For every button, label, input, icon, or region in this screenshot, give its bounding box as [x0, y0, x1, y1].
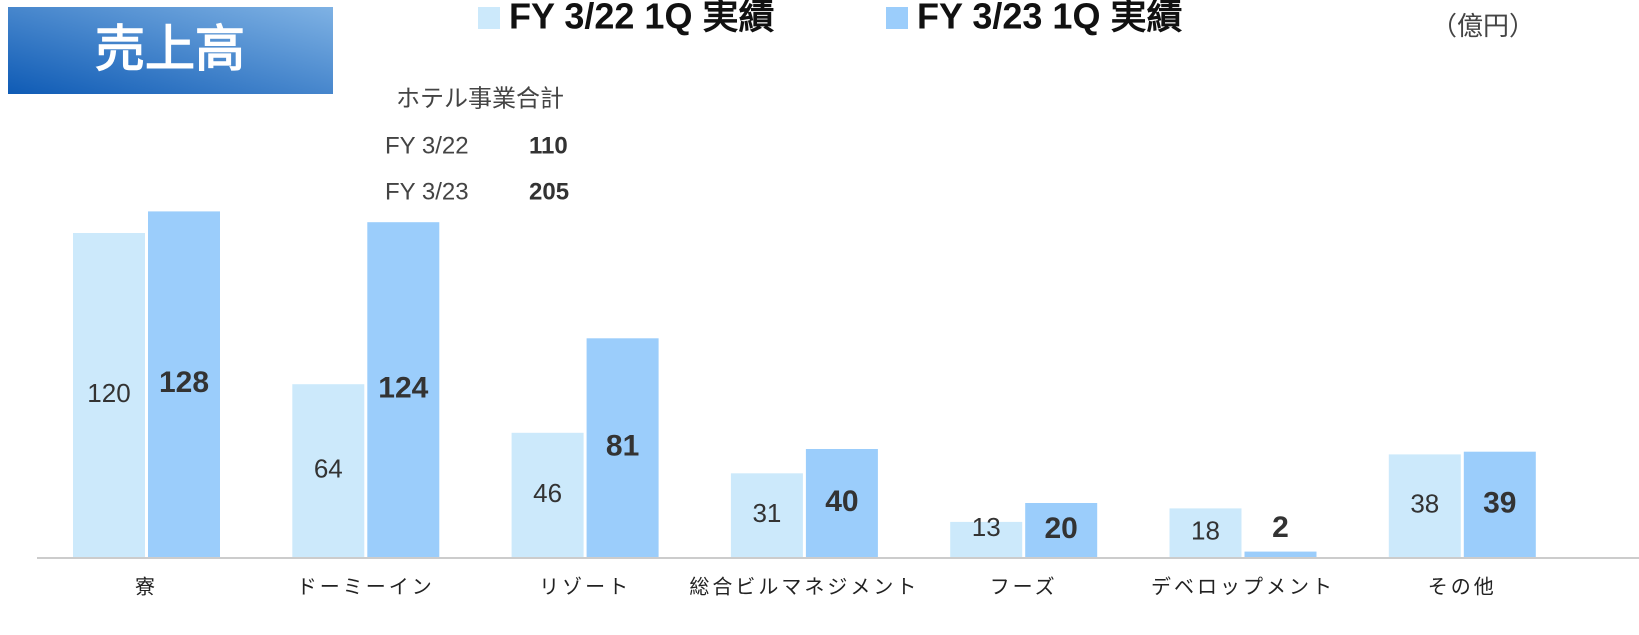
annotation-label: FY 3/23 [385, 178, 469, 205]
bar [586, 338, 659, 557]
bar [292, 384, 365, 557]
x-tick-label: デベロップメント [1151, 575, 1335, 598]
annotation-label: FY 3/22 [385, 132, 469, 159]
bar [73, 233, 145, 557]
title-box [8, 7, 333, 94]
bar [1244, 551, 1317, 557]
value-label: 81 [606, 430, 639, 463]
value-label: 120 [87, 378, 130, 408]
x-tick-label: フーズ [990, 575, 1058, 598]
legend-swatch [886, 7, 908, 29]
value-label: 124 [378, 372, 428, 405]
legend-swatch [478, 7, 500, 29]
value-label: 64 [314, 453, 343, 483]
bar [1025, 503, 1098, 557]
value-label: 20 [1045, 512, 1078, 545]
value-label: 38 [1410, 489, 1439, 519]
annotation-value: 205 [529, 178, 569, 205]
value-label: 2 [1272, 511, 1289, 544]
value-label: 39 [1483, 486, 1516, 519]
bar [1169, 508, 1242, 557]
bar [1463, 451, 1536, 557]
bar [805, 449, 878, 557]
value-label: 128 [159, 366, 209, 399]
annotation-title: ホテル事業合計 [396, 85, 564, 112]
bar [730, 473, 803, 557]
unit-label: （億円） [1431, 11, 1535, 41]
x-tick-label: 総合ビルマネジメント [689, 575, 919, 598]
x-tick-label: 寮 [135, 575, 158, 598]
value-label: 18 [1191, 516, 1220, 546]
value-label: 40 [825, 485, 858, 518]
value-label: 31 [752, 498, 781, 528]
bar [950, 521, 1023, 557]
legend-label: FY 3/22 1Q 実績 [509, 0, 774, 37]
bar [511, 432, 584, 557]
x-tick-label: リゾート [539, 575, 631, 598]
x-tick-label: ドーミーイン [297, 576, 435, 598]
bar [367, 222, 440, 557]
bar [1388, 454, 1461, 557]
legend-label: FY 3/23 1Q 実績 [917, 0, 1182, 37]
chart-title: 売上高 [95, 21, 245, 77]
value-label: 13 [972, 512, 1001, 542]
bar [148, 211, 220, 557]
x-tick-label: その他 [1428, 575, 1497, 598]
value-label: 46 [533, 478, 562, 508]
annotation-value: 110 [529, 132, 568, 159]
